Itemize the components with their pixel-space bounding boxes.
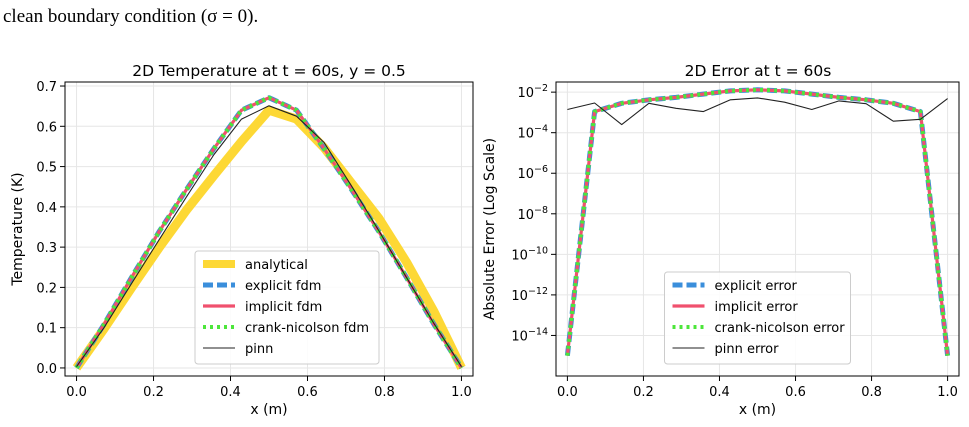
legend-label: explicit error [715, 279, 798, 294]
x-tick-label: 1.0 [937, 385, 958, 400]
legend-box [194, 250, 380, 365]
y-tick-label: 0.3 [36, 241, 57, 256]
y-axis-label: Temperature (K) [10, 172, 26, 286]
series-line-pinn-error [567, 97, 948, 126]
y-tick-label: 0.0 [36, 362, 57, 377]
x-tick-label: 0.2 [143, 385, 164, 400]
y-tick-label: 0.5 [36, 161, 57, 176]
x-axis-label: x (m) [739, 402, 776, 418]
y-tick-exponent: −4 [534, 124, 548, 135]
legend-label: crank-nicolson error [715, 321, 846, 336]
chart-panel-1: 0.0 0.2 0.4 0.6 0.8 1.0 0.0 0.1 0.2 0.3 0.4 0.5 0.6 0… [10, 62, 474, 418]
series-line-pinn [76, 105, 462, 368]
x-tick-label: 0.8 [861, 385, 882, 400]
legend-label: crank-nicolson fdm [245, 321, 369, 336]
legend: explicit error implicit error crank-nicols… [664, 271, 851, 365]
x-tick-label: 0.6 [785, 385, 806, 400]
y-tick-exponent: −14 [528, 326, 548, 337]
legend-label: pinn [245, 342, 273, 357]
axes-frame [64, 81, 474, 377]
y-tick-label: 0.4 [36, 201, 57, 216]
y-tick-label: 0.2 [36, 281, 57, 296]
chart-panel-2: 0.0 0.2 0.4 0.6 0.8 1.0 10−14 10−12 10−10 10−8 10−… [482, 62, 960, 418]
y-tick-label: 0.1 [36, 322, 57, 337]
y-tick-exponent: −6 [534, 164, 548, 175]
legend-label: analytical [245, 258, 308, 273]
legend-label: implicit fdm [245, 300, 322, 315]
legend-label: implicit error [715, 300, 799, 315]
x-tick-label: 0.6 [297, 385, 318, 400]
y-tick-label: 0.6 [36, 120, 57, 135]
grid-lines [556, 82, 959, 376]
y-tick-label: 10−14 [511, 326, 548, 344]
x-tick-label: 0.8 [374, 385, 395, 400]
y-tick-exponent: −12 [528, 286, 548, 297]
legend-label: explicit fdm [245, 279, 321, 294]
x-tick-label: 0.0 [66, 385, 87, 400]
x-tick-label: 0.0 [557, 385, 578, 400]
legend-box [664, 271, 851, 365]
figure-caption: clean boundary condition (σ = 0). [3, 6, 259, 27]
x-axis-label: x (m) [250, 402, 287, 418]
x-tick-label: 1.0 [451, 385, 472, 400]
y-tick-label: 0.7 [36, 80, 57, 95]
chart-title: 2D Error at t = 60s [685, 62, 832, 80]
y-tick-label: 10−12 [511, 286, 548, 304]
legend-label: pinn error [715, 342, 780, 357]
y-tick-exponent: −2 [534, 83, 548, 94]
axes-frame [555, 81, 960, 377]
y-axis-label: Absolute Error (Log Scale) [482, 138, 498, 320]
y-tick-label: 10−4 [517, 124, 548, 142]
x-tick-label: 0.4 [220, 385, 241, 400]
chart-title: 2D Temperature at t = 60s, y = 0.5 [132, 62, 406, 80]
x-tick-label: 0.4 [709, 385, 730, 400]
series-line-analytical [72, 105, 466, 371]
y-tick-label: 10−10 [511, 245, 548, 263]
x-tick-label: 0.2 [633, 385, 654, 400]
y-tick-exponent: −8 [534, 205, 548, 216]
y-tick-exponent: −10 [528, 245, 548, 256]
y-tick-label: 10−8 [517, 205, 548, 223]
series-line-implicit-error [565, 88, 950, 356]
y-tick-label: 10−2 [517, 83, 548, 101]
legend: analytical explicit fdm implicit fdm crank-… [194, 250, 380, 365]
y-tick-label: 10−6 [517, 164, 548, 182]
